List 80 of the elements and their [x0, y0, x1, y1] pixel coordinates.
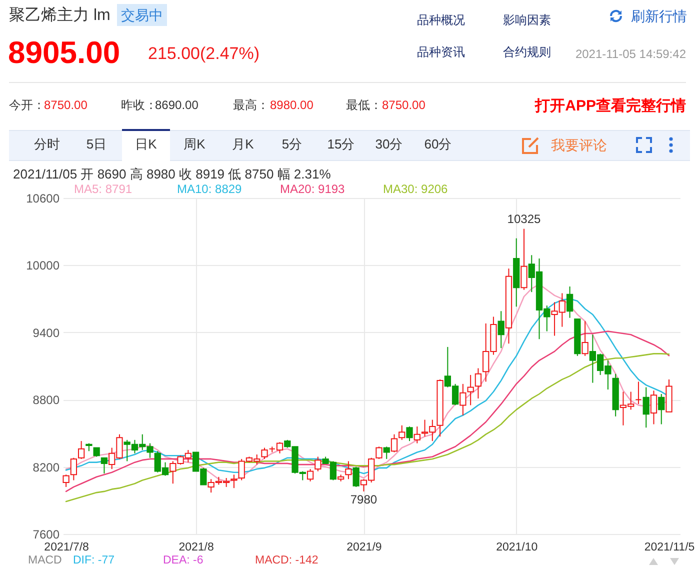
text: 品种概况: [417, 13, 465, 28]
text: MA10: 8829: [177, 182, 242, 196]
text: 日K: [135, 136, 157, 152]
candlestick: [498, 310, 504, 349]
text: 8905.00: [8, 35, 120, 71]
x-tick-label: 2021/9: [346, 542, 382, 554]
candlestick: [230, 474, 238, 489]
x-tick-label: 2021/8: [178, 542, 214, 554]
text: 交易中: [117, 4, 167, 26]
text: 8980.00: [270, 98, 314, 113]
candlestick: [314, 456, 322, 472]
y-tick-label: 10000: [26, 258, 60, 273]
text: DIF: -77: [73, 554, 115, 566]
candlestick: [582, 320, 588, 356]
candlestick: [78, 440, 85, 460]
text: 215.00(2.47%): [148, 44, 260, 64]
candlestick: [406, 426, 413, 442]
text: 15分: [327, 136, 355, 152]
annotation: 10325: [507, 212, 541, 226]
text: 品种资讯: [417, 45, 465, 60]
y-tick-label: 7600: [32, 528, 60, 542]
text: MA20: 9193: [280, 182, 346, 196]
text: 5分: [282, 136, 302, 152]
text: 30分: [375, 136, 403, 152]
text: 刷新行情: [631, 8, 687, 24]
annotation: 7980: [350, 492, 378, 506]
candlestick: [306, 468, 314, 482]
candlestick: [650, 390, 658, 425]
candlestick: [383, 446, 390, 460]
text: 8750.00: [382, 98, 426, 113]
candlestick: [376, 446, 382, 460]
candlestick: [642, 386, 650, 428]
chart-title: 聚乙烯主力 lm: [9, 6, 110, 26]
y-tick-label: 8200: [32, 460, 60, 474]
line-series: [65, 330, 670, 492]
candlestick: [390, 434, 398, 453]
text: 8690.00: [155, 98, 198, 113]
candlestick: [520, 228, 528, 290]
text: 分时: [34, 136, 60, 152]
text: 月K: [232, 136, 254, 152]
text: MACD: [28, 554, 62, 566]
text: 打开APP查看完整行情: [535, 97, 686, 115]
text: 我要评论: [551, 136, 607, 154]
candlestick: [635, 381, 642, 405]
line-series: [65, 353, 670, 502]
text: 今开：: [9, 98, 45, 113]
y-tick-label: 10600: [26, 192, 60, 206]
x-tick-label: 2021/10: [496, 542, 538, 554]
text: 影响因素: [503, 13, 551, 28]
text: MACD: -142: [255, 554, 318, 566]
y-tick-label: 8800: [32, 393, 60, 408]
text: MA30: 9206: [383, 182, 448, 196]
candlestick: [414, 426, 420, 444]
candlestick: [474, 368, 482, 399]
x-tick-label: 2021/7/8: [44, 542, 89, 554]
candlestick: [467, 374, 474, 406]
text: 昨收：: [121, 98, 157, 113]
candlestick: [352, 466, 360, 488]
text: 2021-11-05 14:59:42: [575, 47, 686, 62]
candlestick: [345, 460, 352, 480]
text: 8750.00: [44, 98, 88, 113]
candlestick: [100, 457, 108, 474]
candlestick: [566, 286, 574, 318]
candlestick: [62, 474, 70, 488]
candlestick: [460, 383, 466, 416]
text: DEA: -6: [163, 554, 204, 566]
candlestick: [658, 394, 665, 425]
candlestick: [70, 457, 78, 481]
text: 最高：: [233, 98, 269, 113]
y-tick-label: 9400: [32, 326, 60, 340]
text: 5日: [86, 136, 107, 152]
candlestick: [261, 447, 268, 460]
text: 最低：: [346, 98, 382, 113]
text: 合约规则: [503, 45, 551, 60]
text: 2021/11/05 开 8690 高 8980 收 8919 低 8750 幅 2.31%: [13, 166, 331, 182]
text: 周K: [184, 136, 206, 152]
text: MA5: 8791: [74, 182, 132, 196]
candlestick: [398, 424, 406, 440]
text: 60分: [424, 136, 452, 152]
x-tick-label: 2021/11/5: [644, 542, 695, 554]
